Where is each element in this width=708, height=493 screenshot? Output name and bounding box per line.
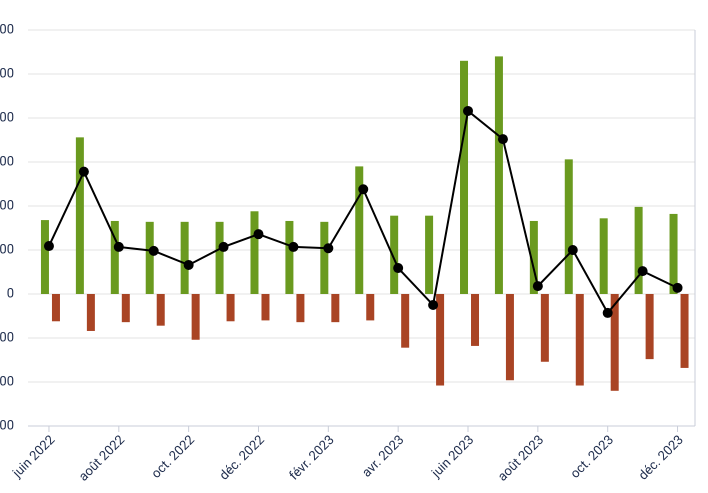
point [602,307,613,318]
bar [366,294,375,321]
bar [261,294,270,321]
point [358,184,369,195]
bar [86,294,95,331]
bar [634,206,643,294]
bar [505,294,514,381]
bar [575,294,584,386]
point [148,245,159,256]
bar [121,294,130,323]
bar [180,221,189,294]
bar [401,294,410,348]
x-tick-label: févr. 2023 [287,433,338,484]
y-tick-label: 0 [7,286,14,301]
y-tick-label: 1 000 [0,198,14,213]
bar [610,294,619,391]
bar [645,294,654,360]
point [183,259,194,270]
point [218,241,229,252]
bar [460,60,469,294]
point [567,245,578,255]
x-tick-label: juin 2022 [9,433,58,482]
y-tick-label: 2 000 [0,110,14,125]
bar [40,220,49,294]
x-tick-label: déc. 2022 [217,433,268,484]
y-tick-label: 500 [0,242,14,257]
bar [529,220,538,294]
x-tick-label: août 2023 [495,433,547,485]
y-tick-label: 2 500 [0,66,14,81]
bar [471,294,480,346]
bar [669,213,678,294]
bar [156,294,165,326]
point [497,134,508,145]
bar [191,294,200,340]
point [253,229,264,240]
bar [215,221,224,294]
bar [110,220,119,294]
bar [494,56,503,295]
y-tick-label: -1 000 [0,374,14,389]
point [532,281,543,292]
bar [296,294,305,323]
point [428,300,439,310]
point [393,263,404,274]
bar [355,166,364,294]
bar [250,211,259,294]
point [323,243,334,254]
bar [680,294,689,368]
bar [540,294,549,362]
point [637,266,648,277]
point [78,166,89,177]
x-tick-label: août 2022 [76,433,128,485]
bar [51,294,60,322]
point [43,241,54,252]
bar [226,294,235,322]
bar [145,221,154,294]
y-tick-label: 1 500 [0,154,14,169]
bar [425,215,434,294]
bar [331,294,340,323]
point [672,282,683,293]
y-tick-label: 3 000 [0,22,14,37]
point [288,241,299,252]
x-tick-label: déc. 2023 [636,433,687,484]
bar [285,220,294,294]
point [463,105,474,116]
x-tick-label: oct. 2023 [568,433,617,482]
y-tick-label: -500 [0,330,14,345]
y-tick-label: -1 500 [0,418,14,433]
bar [75,137,84,294]
x-tick-label: oct. 2022 [149,433,198,482]
point [113,241,124,252]
bar [599,218,608,294]
x-tick-label: avr. 2023 [360,433,408,481]
x-tick-label: juin 2023 [428,433,477,482]
bar [390,215,399,294]
bar [320,221,329,294]
bar [564,159,573,294]
bar [436,294,445,386]
